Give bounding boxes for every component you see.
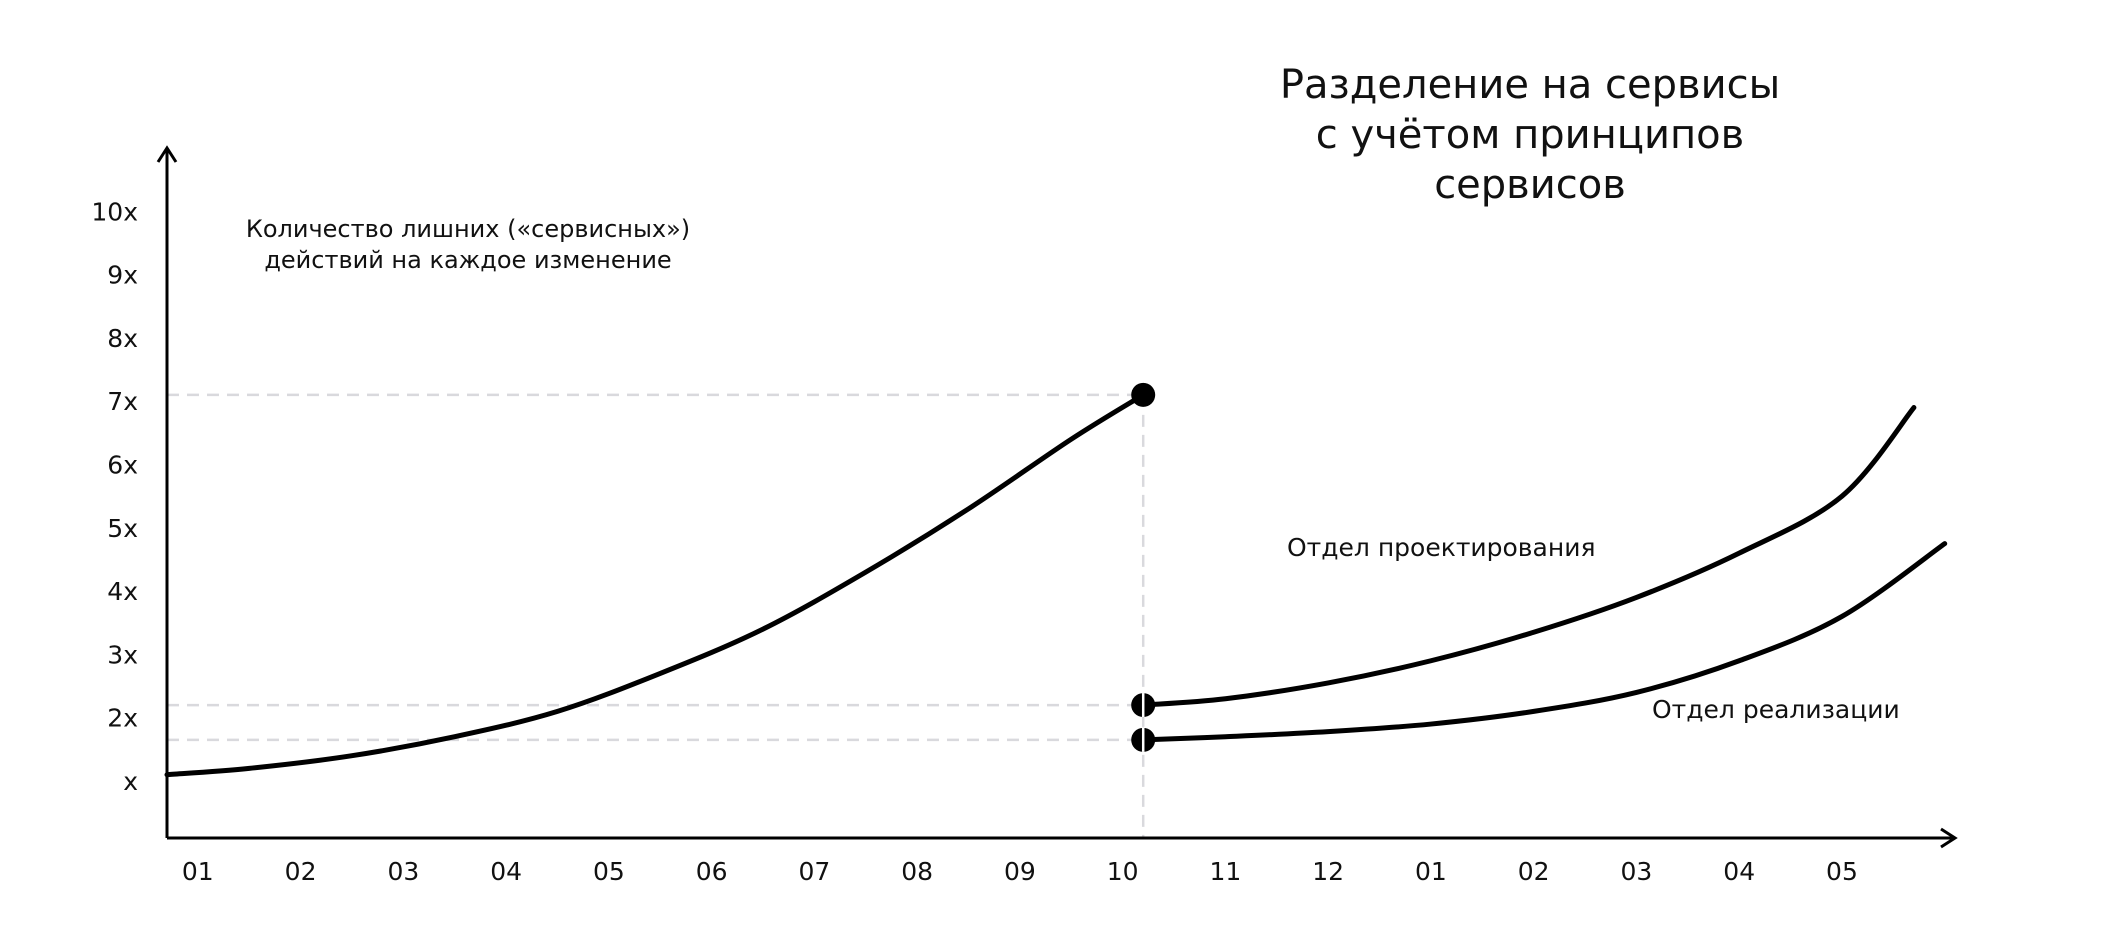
- x-tick-label-17: 05: [1826, 857, 1858, 886]
- y-axis-label-line-2: действий на каждое изменение: [264, 246, 671, 274]
- x-tick-label-7: 07: [798, 857, 830, 886]
- x-tick-label-11: 11: [1210, 857, 1242, 886]
- endpoint-marker: [1131, 382, 1156, 407]
- x-tick-label-6: 06: [696, 857, 728, 886]
- series-line-design: [1140, 405, 1917, 708]
- chart-title-line-3: сервисов: [1434, 162, 1626, 208]
- y-axis-label-line-1: Количество лишних («сервисных»): [246, 215, 690, 243]
- x-tick-label-1: 01: [182, 857, 214, 886]
- series-label-implementation: Отдел реализации: [1652, 695, 1900, 724]
- x-tick-label-2: 02: [285, 857, 317, 886]
- y-tick-label-3x: 3x: [107, 640, 138, 669]
- x-tick-label-4: 04: [490, 857, 522, 886]
- y-axis-arrow: [156, 145, 178, 163]
- chart-title-line-2: с учётом принципов: [1316, 112, 1744, 158]
- y-tick-label-6x: 6x: [107, 451, 138, 480]
- x-tick-label-16: 04: [1723, 857, 1755, 886]
- x-tick-label-3: 03: [387, 857, 419, 886]
- x-tick-label-5: 05: [593, 857, 625, 886]
- y-tick-label-5x: 5x: [107, 514, 138, 543]
- y-tick-label-9x: 9x: [107, 261, 138, 290]
- chart-title-line-1: Разделение на сервисы: [1280, 62, 1780, 108]
- series-line-before-split: [164, 392, 1146, 778]
- y-tick-label-7x: 7x: [107, 387, 138, 416]
- y-tick-label-2x: 2x: [107, 704, 138, 733]
- x-tick-label-9: 09: [1004, 857, 1036, 886]
- series-label-design: Отдел проектирования: [1287, 533, 1595, 562]
- y-tick-label-8x: 8x: [107, 324, 138, 353]
- y-tick-labels: x 2x 3x 4x 5x 6x 7x 8x 9x 10x: [91, 197, 138, 796]
- y-tick-label-4x: 4x: [107, 577, 138, 606]
- x-tick-label-13: 01: [1415, 857, 1447, 886]
- x-tick-label-12: 12: [1312, 857, 1344, 886]
- markers: [1131, 382, 1156, 752]
- x-tick-labels: 01 02 03 04 05 06 07 08 09 10 11 12 01 02 03 04 05: [182, 857, 1858, 886]
- series-lines: [164, 392, 1948, 778]
- x-axis-arrow: [1940, 827, 1958, 849]
- x-tick-label-10: 10: [1107, 857, 1139, 886]
- y-tick-label-10x: 10x: [91, 197, 138, 226]
- y-tick-label-x: x: [123, 767, 138, 796]
- series-line-implementation: [1140, 541, 1948, 743]
- axes: [156, 145, 1958, 849]
- x-tick-label-8: 08: [901, 857, 933, 886]
- x-tick-label-14: 02: [1518, 857, 1550, 886]
- x-tick-label-15: 03: [1621, 857, 1653, 886]
- reference-lines: [167, 393, 1145, 838]
